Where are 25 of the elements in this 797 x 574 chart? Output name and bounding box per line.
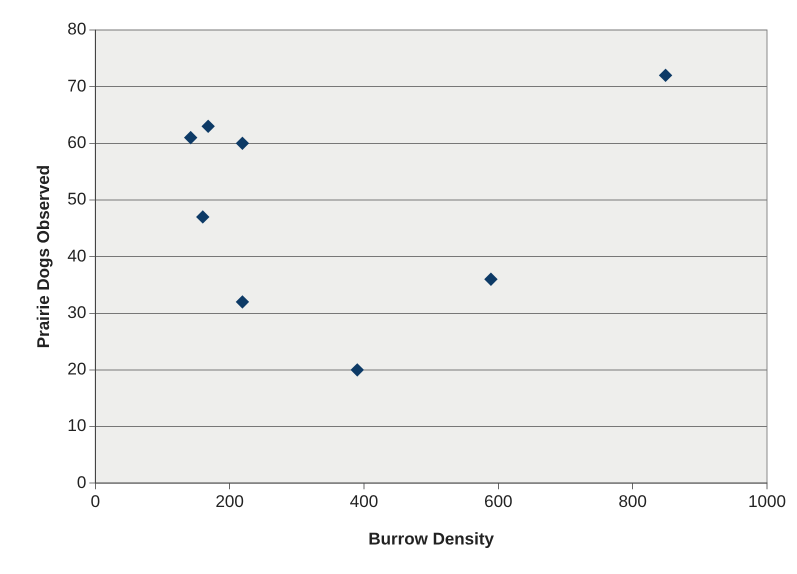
point [202, 120, 215, 133]
y-tick-label: 30 [67, 302, 86, 322]
x-tick-label: 800 [618, 492, 647, 512]
y-tick-label: 20 [67, 360, 86, 379]
y-tick-label: 70 [67, 76, 86, 96]
y-tick-label: 10 [67, 416, 86, 436]
point [659, 68, 672, 82]
point [236, 136, 249, 150]
x-tick-label: 600 [484, 492, 513, 512]
point [484, 272, 498, 286]
x-tick-label: 0 [90, 492, 100, 512]
x-tick-label: 400 [350, 492, 378, 512]
point [184, 131, 198, 144]
point [236, 295, 249, 308]
y-tick-label: 40 [67, 246, 86, 266]
y-tick-label: 60 [67, 132, 86, 152]
point [350, 363, 364, 376]
x-tick-label: 200 [215, 492, 244, 512]
x-axis-title: Burrow Density [368, 529, 495, 548]
y-axis-title: Prairie Dogs Observed [34, 164, 53, 348]
point [196, 210, 210, 224]
y-tick-label: 0 [76, 472, 86, 492]
y-tick-label: 80 [67, 20, 86, 39]
y-tick-label: 50 [67, 190, 86, 209]
x-tick-label: 1000 [748, 492, 786, 512]
